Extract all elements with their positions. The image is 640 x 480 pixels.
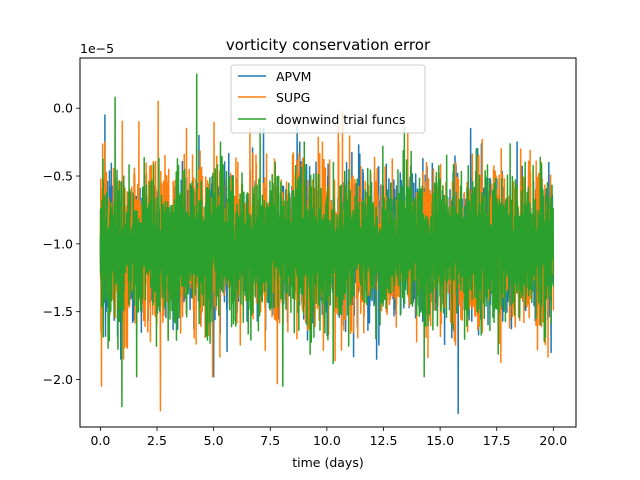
y-tick-label: 0.0	[53, 101, 73, 116]
x-tick-label: 20.0	[539, 433, 567, 448]
x-axis: 0.0 2.5 5.0 7.5 10.0 12.5 15.0 17.5 20.0	[90, 427, 567, 448]
y-tick-label: −1.0	[43, 236, 73, 251]
x-tick-label: 12.5	[370, 433, 398, 448]
series-line-downwind	[99, 73, 555, 408]
x-tick-label: 15.0	[426, 433, 454, 448]
y-tick-label: −0.5	[43, 169, 73, 184]
chart-title: vorticity conservation error	[226, 36, 431, 54]
x-tick-label: 17.5	[483, 433, 511, 448]
legend-label-supg: SUPG	[276, 90, 310, 105]
y-tick-label: −1.5	[43, 304, 73, 319]
x-tick-label: 7.5	[260, 433, 280, 448]
legend: APVM SUPG downwind trial funcs	[230, 64, 426, 134]
x-axis-label: time (days)	[292, 455, 363, 470]
x-tick-label: 2.5	[147, 433, 167, 448]
legend-box	[230, 64, 426, 134]
x-tick-label: 0.0	[90, 433, 110, 448]
y-offset-label: 1e−5	[80, 41, 114, 56]
legend-label-apvm: APVM	[276, 69, 311, 84]
x-tick-label: 10.0	[313, 433, 341, 448]
legend-label-downwind: downwind trial funcs	[276, 112, 406, 127]
plot-frame	[79, 57, 577, 428]
x-tick-label: 5.0	[204, 433, 224, 448]
series-layer	[99, 73, 555, 415]
y-axis: 0.0 −0.5 −1.0 −1.5 −2.0	[43, 101, 80, 387]
y-tick-label: −2.0	[43, 372, 73, 387]
